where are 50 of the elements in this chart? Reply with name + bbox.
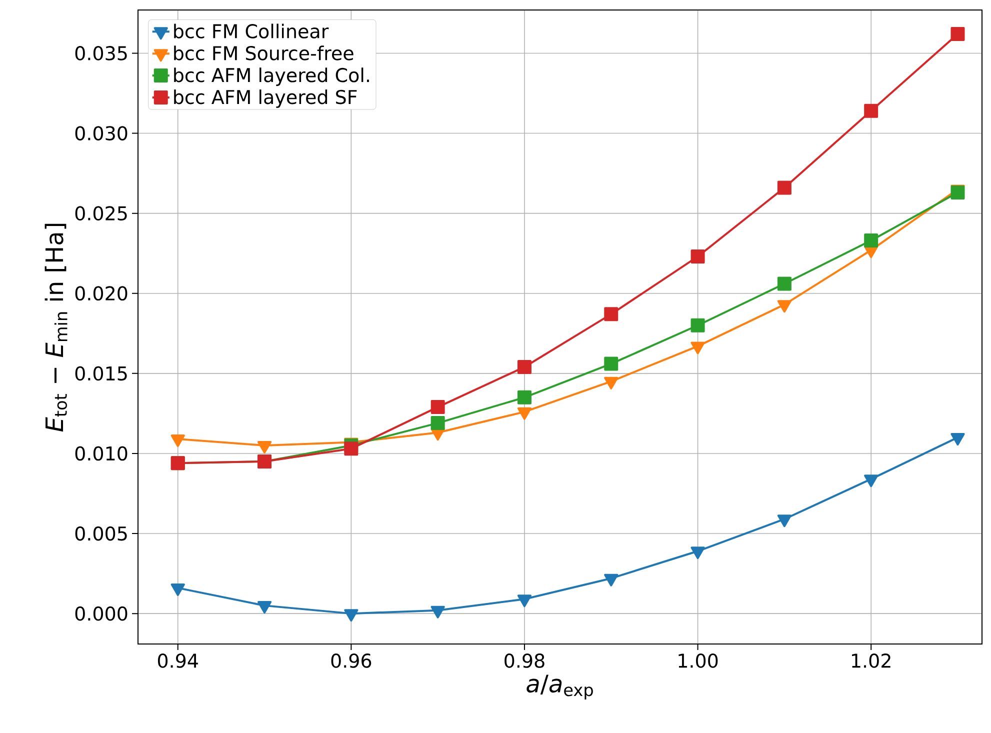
y-tick-label: 0.000 [75,606,128,621]
legend-label: bcc FM Collinear [174,24,329,38]
point [950,186,965,200]
y-tick-label: 0.005 [75,526,127,541]
point [517,594,532,608]
point [777,300,792,313]
x-tick-label: 0.96 [331,654,372,668]
legend-label: bcc AFM layered Col. [174,68,369,86]
point [864,104,878,118]
point [690,318,705,332]
point [604,307,618,322]
legend-label: bcc FM Source-free [174,46,354,60]
point [170,434,185,448]
point [257,601,272,614]
point [604,574,618,586]
legend-label: bcc AFM layered SF [174,90,357,108]
point [950,27,965,42]
point [430,606,445,618]
point [517,407,532,420]
point [517,360,532,374]
x-tick-label: 0.94 [158,654,198,668]
y-tick-label: 0.025 [75,206,127,220]
point [430,400,445,414]
y-axis-title: E$_{tot}$ − E$_{min}$ in [Ha] [44,224,68,432]
x-tick-label: 1.02 [852,654,890,668]
point [690,250,705,264]
point [777,180,792,195]
point [517,390,532,404]
point [777,514,792,528]
point [690,342,705,354]
point [344,609,358,622]
point [604,356,618,371]
point [690,546,705,560]
y-tick-label: 0.015 [75,366,127,381]
x-tick-label: 1.00 [678,654,718,668]
y-tick-label: 0.010 [75,446,128,461]
point [430,416,445,430]
point [604,376,618,390]
point [344,442,358,456]
x-axis-title: a/a$_{exp}$ [526,674,593,700]
point [257,440,272,454]
x-tick-label: 0.98 [504,654,544,668]
point [170,583,185,596]
y-tick-label: 0.035 [75,46,127,60]
point [864,474,878,488]
y-tick-label: 0.030 [75,126,128,140]
point [950,432,965,446]
y-tick-label: 0.020 [75,286,128,301]
point [864,234,878,248]
point [777,276,792,291]
